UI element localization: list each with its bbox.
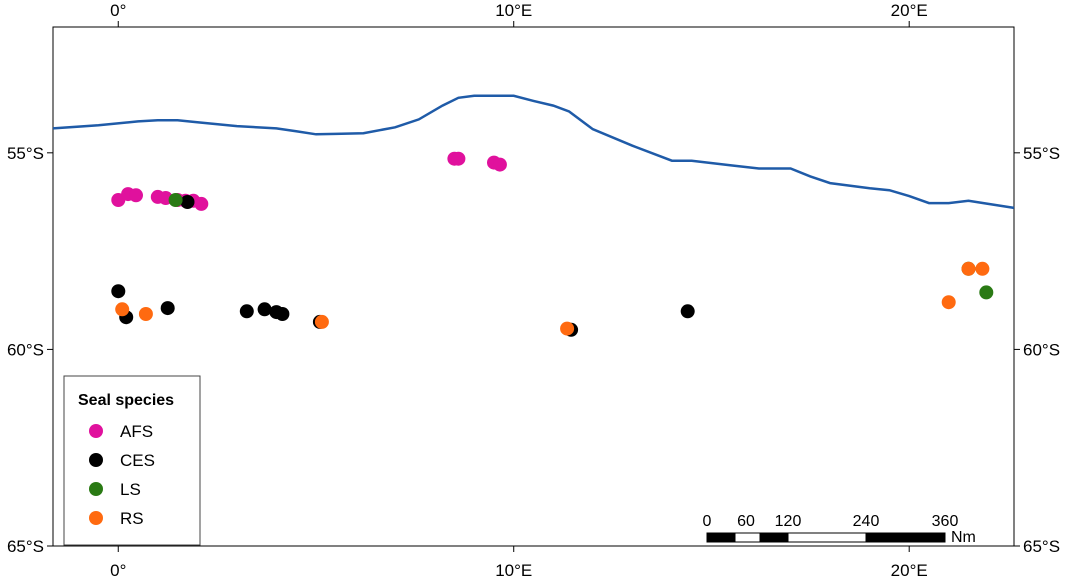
point-rs-3 [560,321,575,336]
point-ces-5 [257,302,272,317]
scale-segment-4 [787,532,867,543]
point-ces-10 [680,304,695,319]
point-rs-6 [975,261,990,276]
point-rs-1 [138,307,153,321]
point-rs-4 [941,295,956,310]
x-tick-label-bottom-1: 10°E [495,561,532,580]
legend-swatch-ls [89,482,103,496]
point-ces-2 [160,301,175,316]
legend-swatch-ces [89,453,103,467]
point-afs-10 [451,151,466,166]
legend-label-afs: AFS [120,422,153,441]
axis-ticks: 0° 0° 10°E 10°E 20°E 20°E 55°S 55°S 60°S 60°S 65°S… [7,1,1060,580]
point-rs-0 [115,302,130,317]
y-tick-label-left-0: 55°S [7,144,44,163]
scale-label-0: 0 [703,513,712,530]
y-tick-label-left-1: 60°S [7,340,44,359]
point-ces-7 [275,307,290,321]
seal-observations [111,151,994,337]
scale-segment-5 [865,532,946,543]
legend-label-ces: CES [120,451,155,470]
legend-label-rs: RS [120,509,144,528]
legend: Seal species AFS CES LS RS [63,375,201,546]
scale-bar: 0 60 120 240 360 Nm [703,513,976,546]
point-ces-3 [180,195,195,209]
point-rs-2 [314,314,329,329]
scale-label-360: 360 [932,513,959,530]
scale-segment-3 [759,532,789,543]
scale-label-120: 120 [775,513,802,530]
scale-label-60: 60 [737,513,755,530]
x-tick-label-top-2: 20°E [891,1,928,20]
map-panel [52,26,1015,547]
x-tick-label-bottom-0: 0° [110,561,126,580]
y-tick-label-right-0: 55°S [1023,144,1060,163]
point-ls-0 [168,193,183,207]
legend-entries: AFS CES LS RS [89,422,155,528]
y-tick-label-right-1: 60°S [1023,340,1060,359]
legend-swatch-afs [89,424,103,438]
scale-segment-1 [706,532,736,543]
legend-swatch-rs [89,511,103,525]
point-ls-2 [979,285,994,300]
point-rs-5 [961,261,976,276]
point-ces-0 [111,284,126,299]
legend-title: Seal species [78,392,174,409]
point-afs-8 [194,196,209,211]
x-tick-label-top-0: 0° [110,1,126,20]
scale-label-240: 240 [853,513,880,530]
y-tick-label-right-2: 65°S [1023,537,1060,556]
point-ces-4 [239,304,254,319]
x-tick-label-bottom-2: 20°E [891,561,928,580]
point-afs-2 [129,188,143,203]
point-afs-12 [492,157,507,172]
scale-unit: Nm [951,529,976,546]
scale-segment-2 [734,532,761,543]
legend-label-ls: LS [120,480,141,499]
front-line-path [52,94,1015,210]
x-tick-label-top-1: 10°E [495,1,532,20]
y-tick-label-left-2: 65°S [7,537,44,556]
legend-box [63,375,201,546]
polar-front-line [52,94,1015,210]
